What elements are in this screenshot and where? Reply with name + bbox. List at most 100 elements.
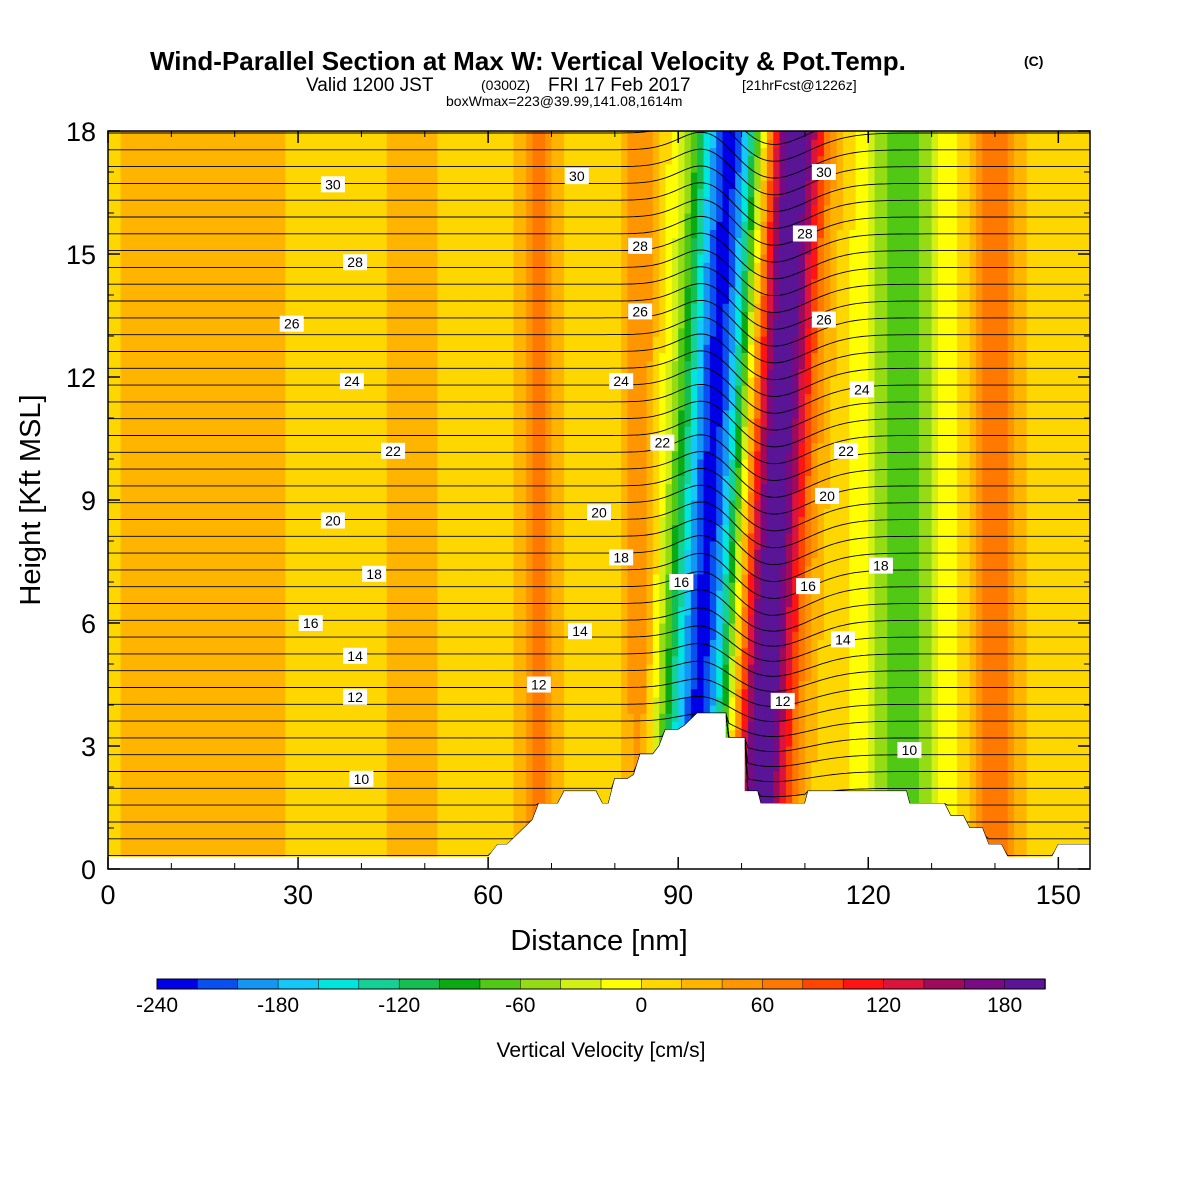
w-cell [203, 188, 210, 198]
w-cell [165, 442, 172, 452]
w-cell [355, 139, 363, 148]
w-cell [133, 705, 141, 714]
w-cell [412, 180, 420, 189]
w-cell [443, 426, 451, 435]
w-cell [304, 311, 312, 321]
w-cell [437, 819, 445, 829]
w-cell [317, 639, 325, 649]
w-cell [171, 672, 179, 681]
w-cell [361, 155, 369, 165]
w-cell [228, 155, 236, 165]
w-cell [437, 713, 445, 722]
w-cell [443, 532, 451, 542]
w-cell [279, 828, 286, 837]
w-cell [139, 606, 147, 616]
w-cell [222, 450, 229, 460]
w-cell [139, 754, 147, 763]
w-cell [120, 836, 128, 845]
w-cell [393, 795, 401, 804]
w-cell [120, 606, 128, 616]
w-cell [139, 639, 147, 649]
w-cell [361, 500, 369, 509]
w-cell [158, 664, 166, 673]
w-cell [412, 606, 420, 616]
w-cell [323, 598, 331, 608]
w-cell [342, 491, 350, 501]
w-cell [437, 401, 445, 411]
w-cell [127, 221, 134, 230]
w-cell [228, 426, 236, 435]
w-cell [437, 664, 445, 673]
w-cell [247, 803, 255, 813]
w-cell [336, 647, 344, 657]
w-cell [317, 319, 325, 329]
w-cell [253, 434, 261, 444]
w-cell [361, 377, 369, 386]
w-cell [120, 737, 128, 747]
w-cell [329, 221, 337, 230]
w-cell [437, 590, 445, 599]
w-cell [380, 598, 388, 608]
w-cell [241, 393, 248, 403]
w-cell [412, 721, 420, 731]
w-cell [158, 319, 166, 329]
w-cell [215, 590, 223, 599]
w-cell [241, 155, 248, 165]
w-cell [184, 500, 191, 509]
w-cell [336, 393, 344, 403]
w-cell [342, 795, 350, 804]
w-cell [108, 795, 115, 804]
w-cell [260, 688, 267, 698]
w-cell [260, 139, 267, 148]
w-cell [171, 811, 179, 821]
w-cell [247, 721, 255, 731]
w-cell [177, 762, 185, 772]
w-cell [355, 155, 363, 165]
w-cell [253, 680, 261, 690]
w-cell [196, 746, 204, 755]
w-cell [431, 377, 439, 386]
w-cell [133, 770, 141, 780]
w-cell [304, 180, 312, 189]
w-cell [139, 180, 147, 189]
w-cell [260, 311, 267, 321]
w-cell [348, 664, 356, 673]
w-cell [399, 573, 407, 583]
w-cell [228, 770, 236, 780]
w-cell [190, 295, 198, 304]
w-cell [228, 172, 236, 181]
w-cell [418, 295, 426, 304]
w-cell [209, 598, 217, 608]
w-cell [399, 713, 407, 722]
w-cell [234, 623, 242, 632]
w-cell [304, 360, 312, 370]
w-cell [424, 746, 432, 755]
w-cell [215, 516, 223, 526]
w-cell [228, 541, 236, 550]
w-cell [146, 737, 153, 747]
w-cell [146, 475, 153, 485]
w-cell [412, 778, 420, 788]
w-cell [120, 237, 128, 247]
w-cell [266, 696, 274, 706]
w-cell [374, 434, 382, 444]
w-cell [266, 664, 274, 673]
w-cell [152, 737, 160, 747]
w-cell [114, 442, 122, 452]
w-cell [361, 614, 369, 624]
w-cell [215, 344, 223, 353]
w-cell [412, 672, 420, 681]
w-cell [450, 737, 458, 747]
w-cell [348, 614, 356, 624]
w-cell [342, 541, 350, 550]
w-cell [399, 746, 407, 755]
w-cell [127, 491, 134, 501]
w-cell [190, 664, 198, 673]
w-cell [374, 672, 382, 681]
w-cell [253, 647, 261, 657]
w-cell [184, 204, 191, 214]
w-cell [310, 262, 318, 271]
w-cell [298, 508, 305, 517]
w-cell [291, 467, 299, 476]
w-cell [399, 614, 407, 624]
